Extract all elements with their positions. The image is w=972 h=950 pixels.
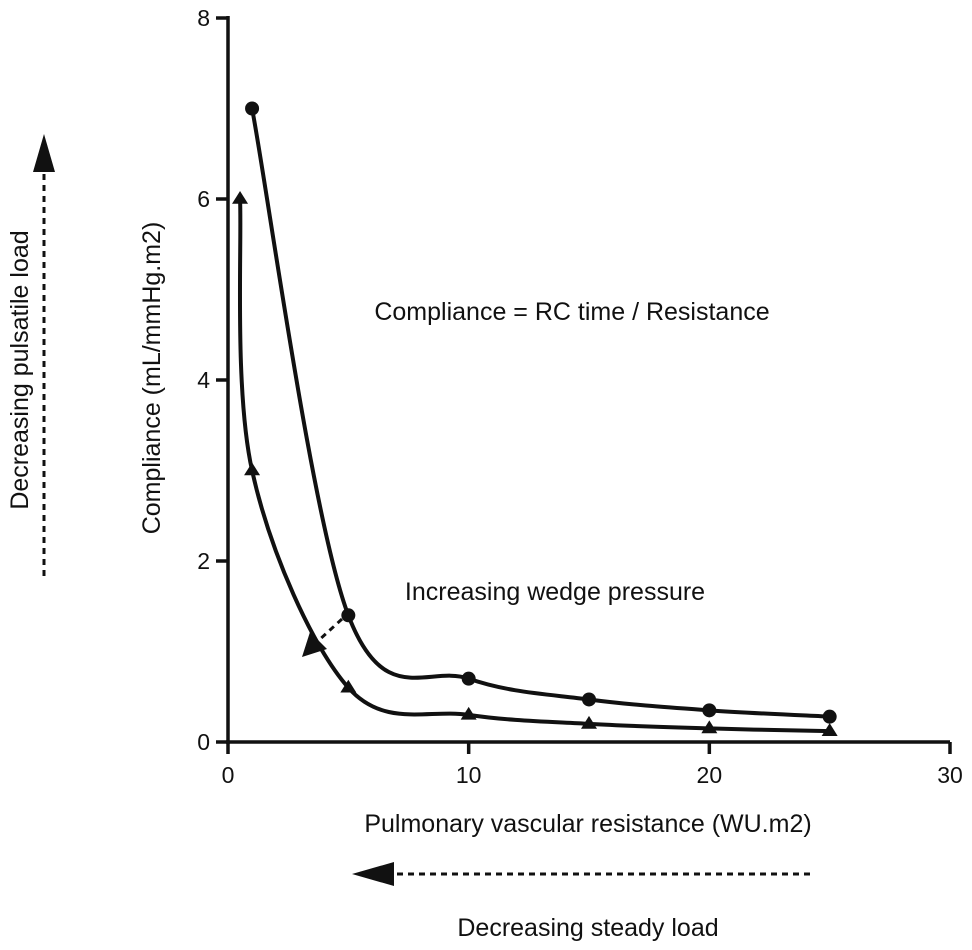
wedge-annotation: Increasing wedge pressure (405, 578, 705, 606)
data-point-triangle (701, 720, 718, 734)
wedge-arrow-head (302, 632, 327, 657)
y-tick-label: 0 (197, 729, 210, 755)
y-tick-label: 4 (197, 367, 210, 393)
series-1-line (250, 108, 830, 719)
formula-annotation: Compliance = RC time / Resistance (374, 298, 769, 326)
y-tick-label: 2 (197, 548, 210, 574)
y-tick-label: 6 (197, 186, 210, 212)
data-point-circle (341, 608, 356, 623)
y-tick-label: 8 (197, 5, 210, 31)
steady-arrow-head (352, 862, 394, 886)
data-point-circle (461, 671, 476, 686)
data-point-triangle (460, 706, 477, 720)
data-point-circle (582, 692, 596, 707)
x-tick-label: 30 (937, 762, 963, 788)
x-tick-label: 0 (222, 762, 235, 788)
data-point-circle (245, 101, 260, 116)
steady-load-label: Decreasing steady load (457, 914, 718, 942)
data-point-triangle (340, 679, 357, 693)
wedge-arrow-line (316, 617, 344, 643)
x-tick-label: 20 (697, 762, 723, 788)
y-axis-ticks: 0 2 4 6 8 (197, 5, 228, 755)
y-axis-title: Compliance (mL/mmHg.m2) (138, 222, 166, 535)
x-tick-label: 10 (456, 762, 482, 788)
steady-load-arrow (352, 862, 810, 886)
plot-area (232, 101, 838, 736)
data-point-triangle (581, 715, 597, 729)
axes: 0 10 20 30 0 2 4 6 8 (197, 5, 963, 788)
pulsatile-load-arrow (33, 134, 55, 576)
series-2-line (237, 198, 830, 734)
series-1 (245, 101, 837, 724)
data-point-circle (822, 709, 837, 724)
x-axis-ticks: 0 10 20 30 (222, 742, 963, 788)
series-2 (232, 191, 838, 736)
data-point-triangle (232, 191, 249, 204)
pulsatile-load-label: Decreasing pulsatile load (6, 230, 34, 509)
data-point-circle (702, 703, 717, 718)
x-axis-title: Pulmonary vascular resistance (WU.m2) (364, 810, 811, 838)
data-point-triangle (244, 462, 261, 476)
pulsatile-arrow-head (33, 134, 55, 172)
data-point-triangle (821, 723, 838, 736)
wedge-arrow (302, 617, 344, 657)
